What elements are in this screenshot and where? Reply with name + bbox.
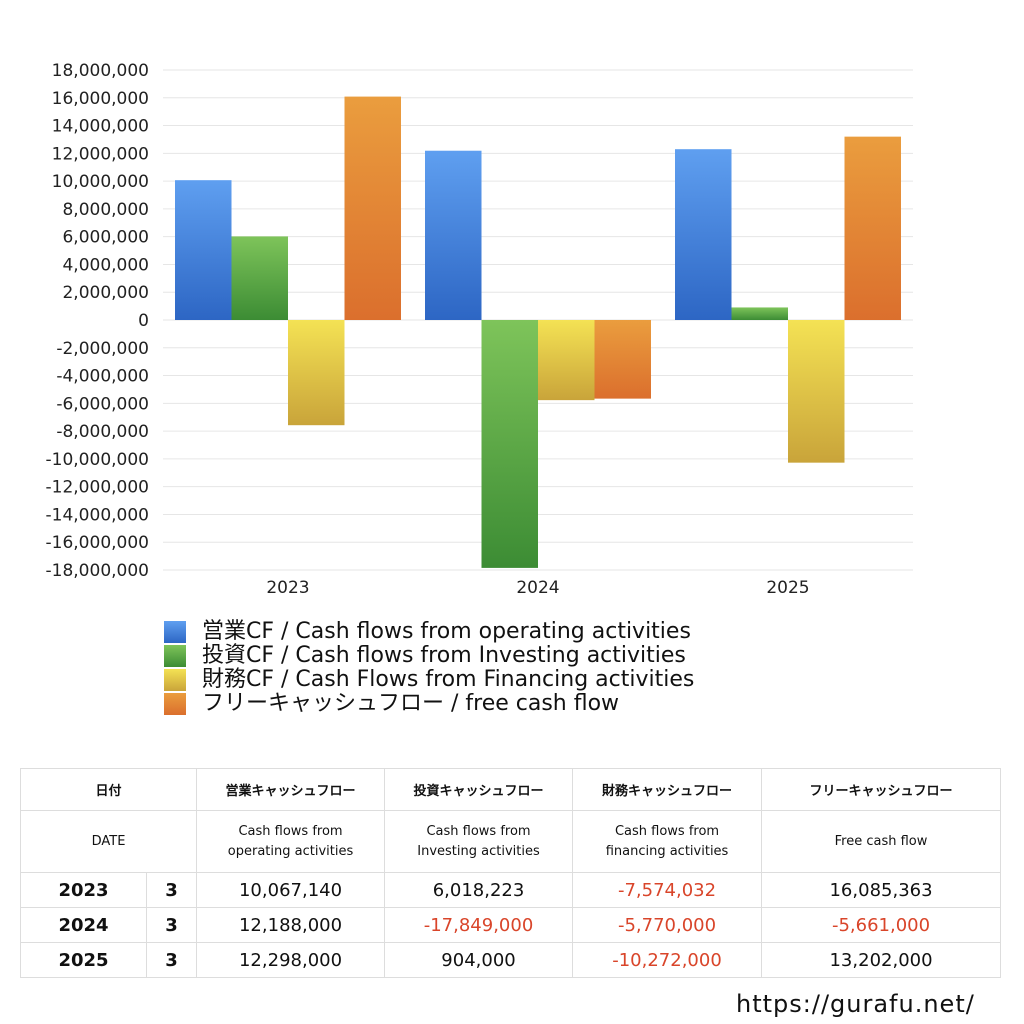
bar-2024-series-1: [425, 150, 482, 320]
legend-swatch-operating: [164, 621, 186, 643]
legend-item-operating: 営業CF / Cash flows from operating activit…: [164, 620, 694, 644]
bar-2025-series-3: [788, 320, 845, 463]
legend-item-investing: 投資CF / Cash flows from Investing activit…: [164, 644, 694, 668]
cell-operating: 12,298,000: [196, 942, 386, 978]
bar-2025-series-4: [844, 136, 901, 320]
cash-flow-table: 日付 営業キャッシュフロー 投資キャッシュフロー 財務キャッシュフロー フリーキ…: [19, 768, 1002, 978]
legend-item-free: フリーキャッシュフロー / free cash flow: [164, 692, 694, 716]
y-tick-label: 12,000,000: [52, 144, 149, 164]
row-year: 2025: [20, 942, 147, 978]
y-tick-label: 14,000,000: [52, 117, 149, 137]
header-date-en-line: DATE: [91, 833, 126, 849]
row-month: 3: [145, 907, 198, 943]
y-tick-label: 6,000,000: [62, 228, 149, 248]
cell-free: 16,085,363: [761, 872, 1002, 908]
table-row: 2024 3 12,188,000 -17,849,000 -5,770,000…: [20, 907, 1002, 943]
bars: [175, 96, 901, 568]
bar-2023-series-1: [175, 180, 232, 320]
legend-swatch-free: [164, 693, 186, 715]
y-tick-label: -4,000,000: [56, 367, 149, 387]
y-tick-label: 2,000,000: [62, 283, 149, 303]
cell-operating: 10,067,140: [196, 872, 386, 908]
y-tick-label: 8,000,000: [62, 200, 149, 220]
legend-label-free: フリーキャッシュフロー / free cash flow: [202, 691, 620, 716]
y-tick-label: 0: [138, 311, 149, 331]
x-category-label: 2024: [516, 578, 559, 598]
cell-free: -5,661,000: [761, 907, 1002, 943]
bar-2024-series-4: [594, 320, 651, 399]
y-tick-label: -16,000,000: [46, 533, 149, 553]
legend-label-operating: 営業CF / Cash flows from operating activit…: [202, 619, 691, 644]
bar-2024-series-2: [481, 320, 538, 568]
y-tick-label: -6,000,000: [56, 394, 149, 414]
header-operating-jp: 営業キャッシュフロー: [196, 768, 386, 811]
bar-2023-series-2: [231, 236, 288, 320]
row-month: 3: [145, 872, 198, 908]
bar-2025-series-2: [731, 307, 788, 320]
y-tick-label: -12,000,000: [46, 478, 149, 498]
header-free-en-line: Free cash flow: [834, 833, 928, 849]
y-tick-label: 4,000,000: [62, 255, 149, 275]
header-operating-en: Cash flows from operating activities: [196, 810, 386, 873]
table-row: 2025 3 12,298,000 904,000 -10,272,000 13…: [20, 942, 1002, 978]
row-month: 3: [145, 942, 198, 978]
cell-financing: -5,770,000: [572, 907, 763, 943]
cash-flow-bar-chart: 18,000,000 16,000,000 14,000,000 12,000,000…: [46, 61, 913, 598]
y-tick-label: -18,000,000: [46, 561, 149, 581]
y-tick-label: -14,000,000: [46, 505, 149, 525]
cell-investing: 6,018,223: [384, 872, 574, 908]
site-url[interactable]: https://gurafu.net/: [736, 990, 975, 1018]
y-tick-label: -2,000,000: [56, 339, 149, 359]
bar-2025-series-1: [675, 149, 732, 320]
legend-label-investing: 投資CF / Cash flows from Investing activit…: [202, 643, 686, 668]
bar-2023-series-3: [288, 320, 345, 426]
header-operating-en-line2: operating activities: [227, 843, 354, 859]
header-financing-en: Cash flows from financing activities: [572, 810, 763, 873]
table-header-row-jp: 日付 営業キャッシュフロー 投資キャッシュフロー 財務キャッシュフロー フリーキ…: [19, 768, 1002, 811]
x-category-label: 2023: [266, 578, 309, 598]
header-date-jp: 日付: [19, 768, 198, 811]
y-tick-label: 16,000,000: [52, 89, 149, 109]
header-investing-en: Cash flows from Investing activities: [384, 810, 574, 873]
cell-operating: 12,188,000: [196, 907, 386, 943]
table-header-row-en: DATE Cash flows from operating activities…: [19, 810, 1002, 873]
row-year: 2023: [20, 872, 147, 908]
header-date-en: DATE: [19, 810, 198, 873]
y-tick-label: 18,000,000: [52, 61, 149, 81]
header-financing-en-line2: financing activities: [605, 843, 729, 859]
cell-financing: -7,574,032: [572, 872, 763, 908]
y-tick-label: -8,000,000: [56, 422, 149, 442]
header-free-en: Free cash flow: [761, 810, 1002, 873]
cell-financing: -10,272,000: [572, 942, 763, 978]
cell-investing: 904,000: [384, 942, 574, 978]
legend-swatch-financing: [164, 669, 186, 691]
header-investing-jp: 投資キャッシュフロー: [384, 768, 574, 811]
bar-2024-series-3: [538, 320, 595, 401]
header-financing-en-line1: Cash flows from: [614, 823, 720, 839]
x-category-label: 2025: [766, 578, 809, 598]
header-investing-en-line2: Investing activities: [417, 843, 540, 859]
header-free-jp: フリーキャッシュフロー: [761, 768, 1002, 811]
y-tick-label: 10,000,000: [52, 172, 149, 192]
cell-investing: -17,849,000: [384, 907, 574, 943]
y-axis-ticks: 18,000,000 16,000,000 14,000,000 12,000,000…: [46, 61, 149, 581]
legend-item-financing: 財務CF / Cash Flows from Financing activit…: [164, 668, 694, 692]
legend-label-financing: 財務CF / Cash Flows from Financing activit…: [202, 667, 695, 692]
cell-free: 13,202,000: [761, 942, 1002, 978]
x-axis-categories: 2023 2024 2025: [266, 578, 809, 598]
bar-2023-series-4: [344, 96, 401, 320]
legend-swatch-investing: [164, 645, 186, 667]
header-investing-en-line1: Cash flows from: [426, 823, 531, 839]
row-year: 2024: [20, 907, 147, 943]
header-operating-en-line1: Cash flows from: [238, 823, 343, 839]
header-financing-jp: 財務キャッシュフロー: [572, 768, 763, 811]
chart-legend: 営業CF / Cash flows from operating activit…: [164, 620, 694, 716]
y-tick-label: -10,000,000: [46, 450, 149, 470]
table-row: 2023 3 10,067,140 6,018,223 -7,574,032 1…: [20, 872, 1002, 908]
